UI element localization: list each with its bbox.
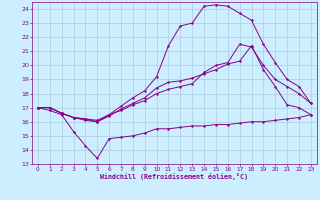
X-axis label: Windchill (Refroidissement éolien,°C): Windchill (Refroidissement éolien,°C): [100, 173, 248, 180]
